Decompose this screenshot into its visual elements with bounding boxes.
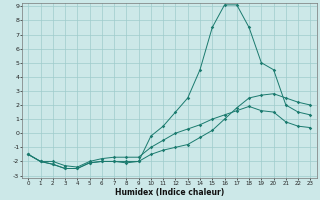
- X-axis label: Humidex (Indice chaleur): Humidex (Indice chaleur): [115, 188, 224, 197]
